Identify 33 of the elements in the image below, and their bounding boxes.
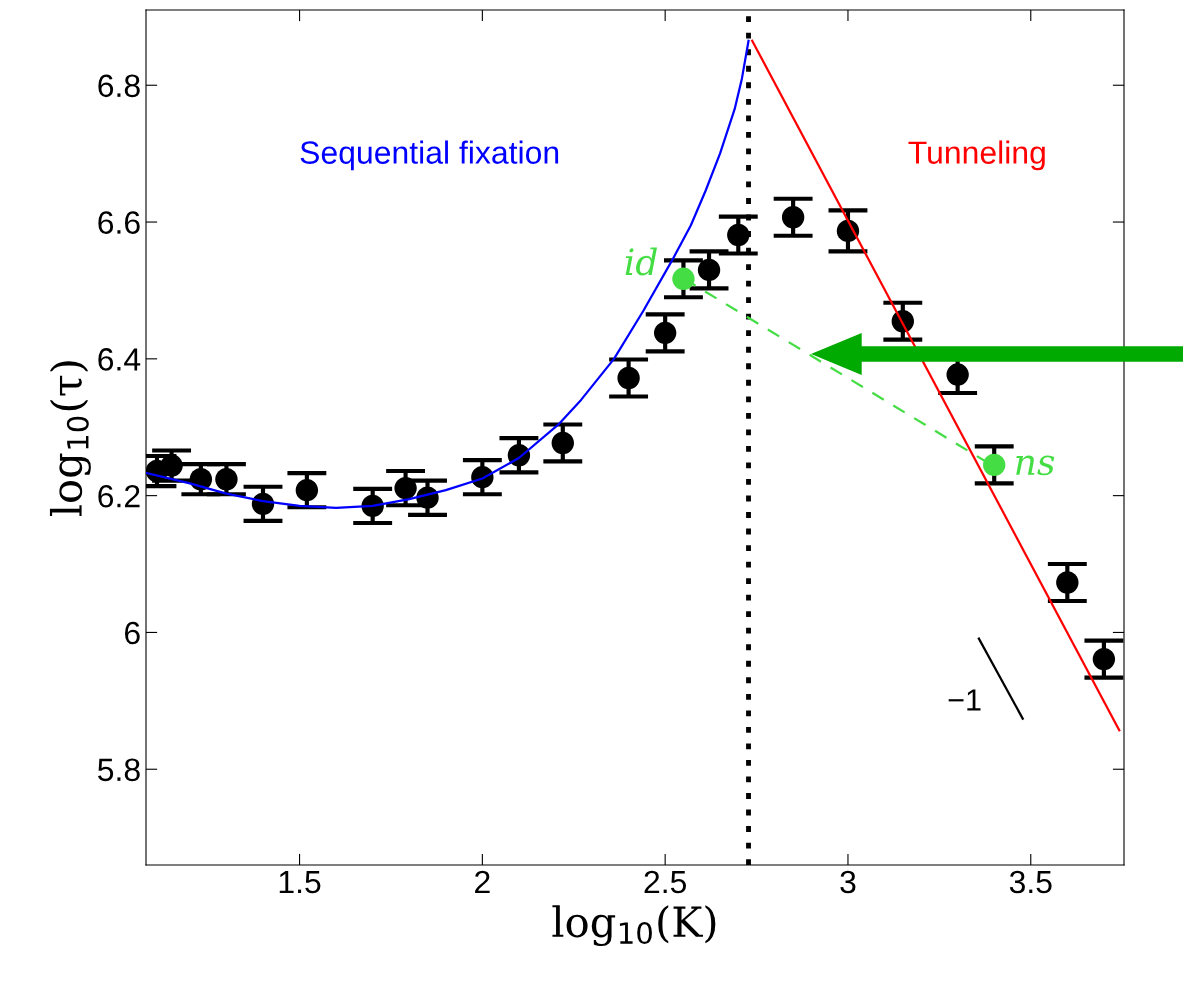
- x-tick-label: 1.5: [279, 871, 321, 894]
- point: [1056, 571, 1079, 594]
- point: [672, 267, 695, 291]
- point: [617, 366, 640, 390]
- x-tick-label: 2: [475, 870, 490, 894]
- point: [781, 206, 805, 229]
- annotation: −1: [948, 689, 981, 711]
- x-tick-label: 3: [840, 870, 856, 894]
- x-tick-label: 3.5: [1009, 870, 1052, 894]
- point: [1092, 647, 1116, 671]
- point: [983, 453, 1006, 477]
- point: [394, 476, 417, 500]
- y-tick-label: 6: [125, 621, 140, 645]
- point: [653, 321, 677, 345]
- x-axis-title: log$_{10}$(K): [552, 905, 716, 947]
- y-tick-label: 6.2: [98, 484, 140, 508]
- text: Tunneling: [908, 140, 1045, 171]
- point: [215, 468, 238, 491]
- y-tick-label: 6.8: [98, 74, 140, 98]
- point: [697, 258, 721, 282]
- point: [295, 478, 319, 502]
- point: [551, 431, 574, 455]
- point: [160, 454, 183, 477]
- data-label: ns: [1016, 455, 1055, 476]
- y-tick-label: 6.4: [98, 348, 141, 371]
- x-tick-label: 2.5: [644, 870, 687, 894]
- y-tick-label: 6.6: [98, 211, 140, 234]
- y-axis-title: log$_{10}$(τ): [49, 361, 91, 517]
- point: [946, 363, 969, 386]
- point: [727, 223, 750, 247]
- data-label: id: [625, 247, 657, 276]
- y-tick-label: 5.8: [98, 758, 140, 782]
- text: Sequential fixation: [300, 140, 559, 171]
